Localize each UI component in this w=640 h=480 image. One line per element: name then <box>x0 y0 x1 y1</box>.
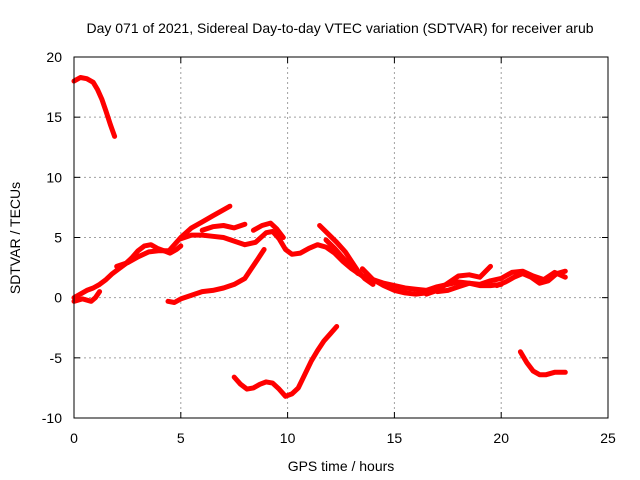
y-tick-label: 20 <box>46 49 62 65</box>
series-line-trace-17 <box>517 349 568 378</box>
y-tick-label: 15 <box>46 109 62 125</box>
y-tick-label: -10 <box>42 410 62 426</box>
chart-title: Day 071 of 2021, Sidereal Day-to-day VTE… <box>86 20 593 36</box>
y-tick-label: -5 <box>50 350 63 366</box>
x-tick-label: 20 <box>493 430 509 446</box>
grid <box>74 57 608 418</box>
plot-frame <box>73 56 609 419</box>
series-line-trace-16 <box>494 268 568 289</box>
series-line-trace-7 <box>199 221 248 233</box>
x-tick-label: 25 <box>600 430 616 446</box>
y-tick-label: 0 <box>54 290 62 306</box>
y-axis-label: SDTVAR / TECUs <box>7 182 23 294</box>
x-tick-label: 0 <box>70 430 78 446</box>
series-line-trace-12 <box>323 237 361 277</box>
series-line-trace-1 <box>71 75 118 139</box>
y-tick-label: 5 <box>54 230 62 246</box>
x-tick-label: 10 <box>280 430 296 446</box>
series-line-trace-3 <box>71 289 103 304</box>
x-tick-label: 5 <box>177 430 185 446</box>
series-line-trace-9 <box>165 247 267 305</box>
series-line-trace-4 <box>114 248 173 269</box>
plot-area <box>71 75 568 399</box>
x-tick-label: 15 <box>387 430 403 446</box>
y-tick-label: 10 <box>46 169 62 185</box>
x-axis-label: GPS time / hours <box>288 458 395 474</box>
series-line-trace-10 <box>231 324 340 399</box>
series-line-trace-8 <box>250 220 286 240</box>
axis-ticks: 0 5 10 15 20 25 -10 -5 0 5 10 15 20 <box>42 49 616 446</box>
series-line-trace-11 <box>317 223 376 287</box>
